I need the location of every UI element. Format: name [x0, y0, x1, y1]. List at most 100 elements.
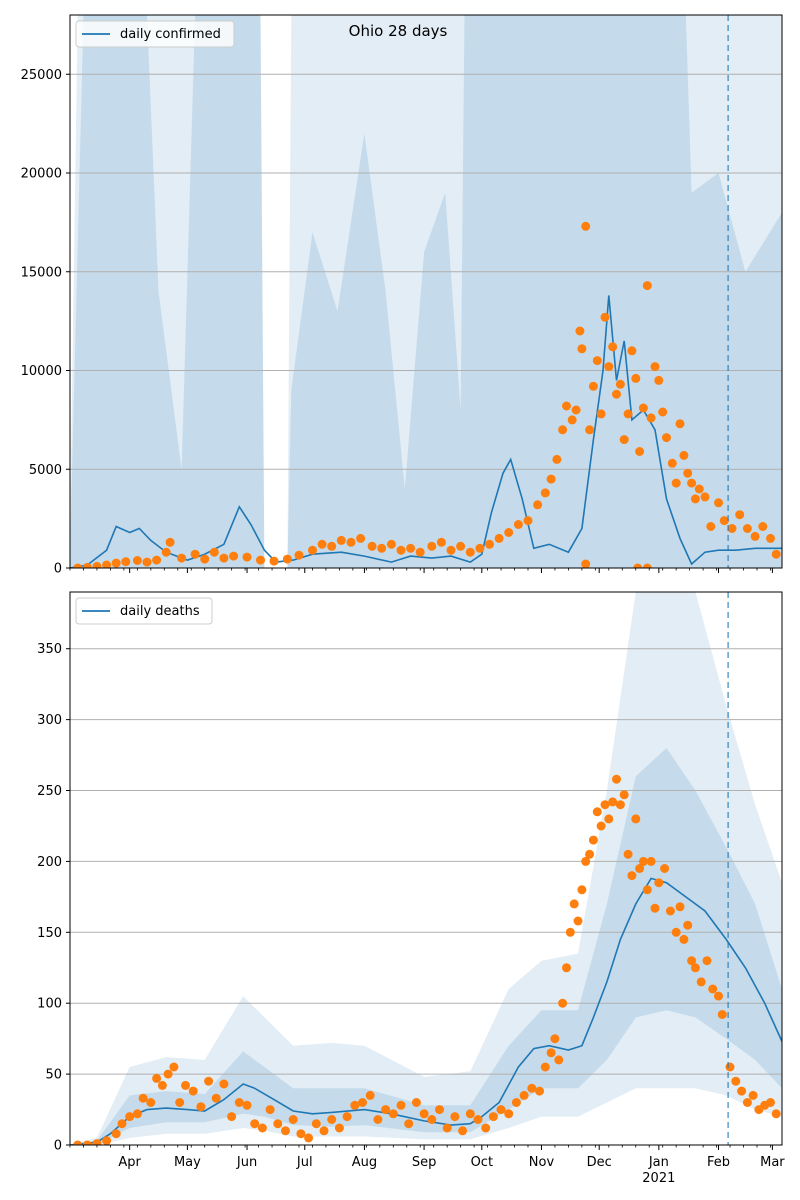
deaths-y-tick-label: 0 [54, 1139, 62, 1154]
deaths-data-point [169, 1062, 179, 1072]
confirmed-data-point [766, 533, 775, 543]
confirmed-panel: 0 5000 10000 15000 20000 25000 Ohio 28 days d… [21, 14, 783, 577]
confirmed-data-point [73, 563, 83, 568]
confirmed-data-point [642, 281, 652, 291]
deaths-data-point [742, 1098, 752, 1107]
deaths-data-point [175, 1098, 185, 1107]
deaths-data-point [181, 1080, 190, 1090]
confirmed-data-point [406, 543, 416, 553]
confirmed-data-point [619, 435, 629, 445]
confirmed-y-tick-label: 0 [54, 562, 62, 577]
deaths-data-point [562, 963, 571, 973]
deaths-data-point [311, 1119, 321, 1129]
deaths-data-point [488, 1112, 498, 1122]
confirmed-data-point [700, 492, 710, 502]
confirmed-data-point [190, 549, 200, 559]
deaths-data-point [619, 790, 629, 800]
deaths-x-tick-label: Dec [587, 1155, 612, 1170]
deaths-data-point [358, 1098, 367, 1107]
confirmed-data-point [771, 549, 781, 559]
confirmed-data-point [581, 559, 591, 568]
confirmed-data-point [386, 539, 396, 549]
confirmed-data-point [294, 550, 304, 560]
confirmed-x-axis [69, 568, 773, 573]
confirmed-data-point [456, 541, 466, 551]
confirmed-data-point [552, 454, 562, 464]
confirmed-data-point [750, 531, 760, 541]
deaths-data-point [511, 1098, 521, 1107]
confirmed-data-point [596, 409, 606, 419]
deaths-data-point [771, 1109, 781, 1119]
deaths-data-point [273, 1119, 283, 1129]
confirmed-data-point [623, 409, 633, 419]
deaths-data-point [519, 1090, 529, 1100]
deaths-data-point [596, 821, 606, 831]
confirmed-data-point [465, 547, 475, 557]
deaths-points [73, 774, 781, 1145]
confirmed-data-point [102, 560, 112, 568]
confirmed-data-point [82, 562, 92, 568]
deaths-x-tick-label: Apr [118, 1155, 141, 1170]
confirmed-y-tick-label: 15000 [21, 265, 62, 280]
deaths-data-point [319, 1126, 329, 1136]
deaths-data-point [381, 1105, 391, 1115]
chart-title: Ohio 28 days [349, 22, 448, 40]
deaths-data-point [211, 1093, 221, 1103]
deaths-data-point [650, 903, 660, 913]
deaths-data-point [577, 885, 587, 895]
confirmed-data-point [654, 375, 664, 385]
confirmed-data-point [121, 557, 131, 567]
deaths-data-point [725, 1062, 735, 1072]
deaths-data-point [102, 1136, 112, 1145]
deaths-y-tick-label: 250 [37, 784, 62, 799]
deaths-data-point [604, 814, 614, 824]
deaths-data-point [714, 991, 723, 1001]
deaths-y-tick-label: 200 [37, 855, 62, 870]
deaths-data-point [612, 774, 621, 784]
deaths-legend-label: daily deaths [120, 604, 200, 619]
deaths-data-point [227, 1112, 237, 1122]
deaths-panel: 0 50 100 150 200 250 300 350 Apr May Jun Jul Aug Sep… [37, 591, 785, 1186]
confirmed-data-point [92, 561, 102, 568]
deaths-data-point [73, 1140, 83, 1145]
confirmed-data-point [575, 326, 585, 336]
confirmed-data-point [706, 522, 716, 531]
deaths-uncertainty-bands [70, 592, 782, 1145]
deaths-data-point [388, 1109, 398, 1119]
deaths-y-tick-label: 50 [45, 1068, 62, 1083]
confirmed-data-point [683, 468, 693, 478]
deaths-data-point [550, 1034, 560, 1044]
deaths-data-point [766, 1098, 775, 1107]
confirmed-legend-label: daily confirmed [120, 27, 221, 42]
deaths-x-tick-label: Sep [412, 1155, 437, 1170]
deaths-data-point [654, 878, 664, 888]
deaths-data-point [585, 849, 595, 859]
confirmed-data-point [356, 533, 366, 543]
confirmed-y-tick-label: 20000 [21, 167, 62, 182]
confirmed-band-outer [70, 15, 782, 568]
deaths-legend-box [75, 597, 213, 625]
deaths-axes-frame [69, 591, 783, 1146]
confirmed-data-point [600, 312, 610, 322]
confirmed-y-tick-label: 25000 [21, 68, 62, 83]
deaths-data-point [242, 1100, 252, 1110]
confirmed-data-point [650, 362, 660, 372]
deaths-y-tick-label: 100 [37, 997, 62, 1012]
confirmed-data-point [142, 557, 152, 567]
deaths-data-point [188, 1086, 198, 1096]
deaths-data-point [296, 1129, 306, 1139]
deaths-data-point [592, 807, 602, 817]
deaths-data-point [257, 1123, 267, 1133]
confirmed-data-point [758, 522, 768, 531]
deaths-data-point [450, 1112, 460, 1122]
confirmed-data-point [317, 539, 327, 549]
deaths-data-point [546, 1048, 556, 1058]
deaths-data-point [717, 1010, 727, 1019]
confirmed-data-point [256, 555, 265, 565]
deaths-data-point [635, 864, 645, 873]
deaths-data-point [146, 1098, 156, 1107]
confirmed-data-point [219, 553, 229, 563]
confirmed-data-point [475, 543, 485, 553]
confirmed-data-point [229, 551, 239, 561]
